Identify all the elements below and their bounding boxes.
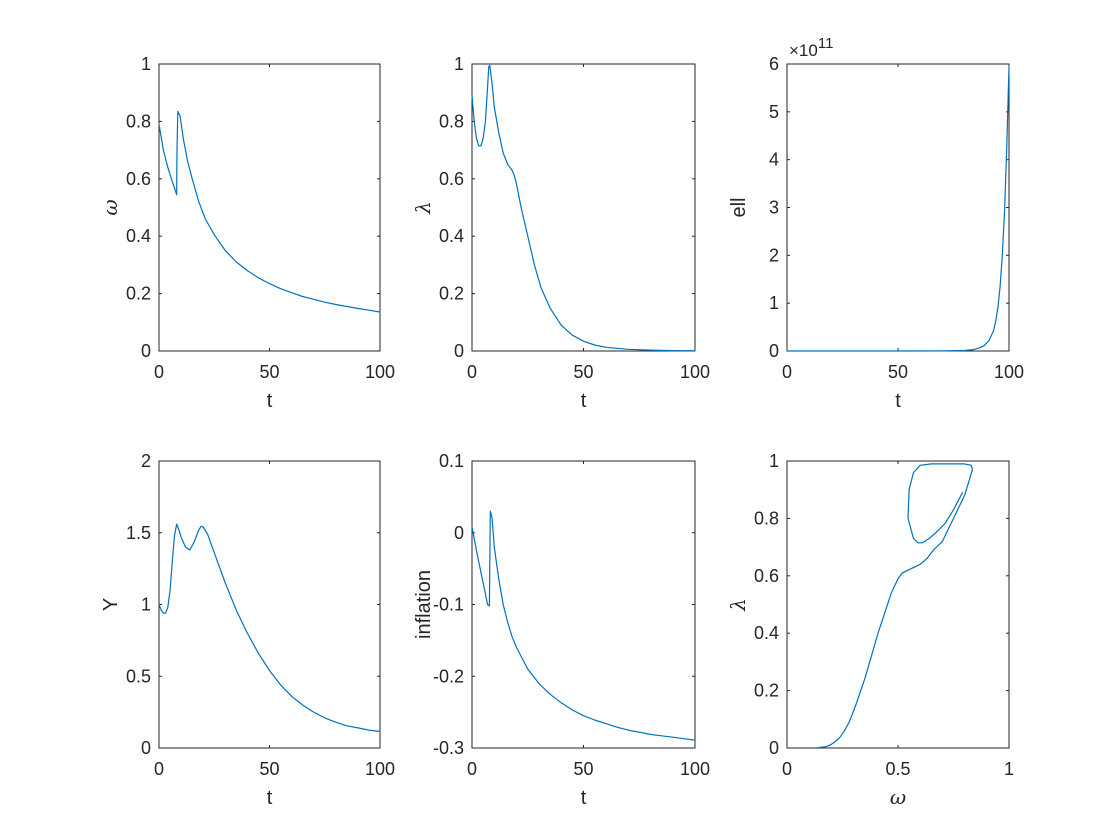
- x-axis-label: t: [581, 390, 587, 412]
- x-tick-label: 0: [467, 362, 477, 382]
- y-tick-label: 1.5: [126, 523, 151, 543]
- y-tick-label: 1: [141, 595, 151, 615]
- y-tick-label: 0: [454, 341, 464, 361]
- y-tick-label: 3: [769, 198, 779, 218]
- y-axis-label: λ: [411, 201, 435, 215]
- y-tick-label: 0.4: [439, 226, 464, 246]
- y-tick-label: 0.6: [126, 169, 151, 189]
- x-tick-label: 0.5: [885, 759, 910, 779]
- x-tick-label: 100: [365, 362, 395, 382]
- axis-exponent-label: ×1011: [789, 35, 833, 60]
- y-tick-label: -0.3: [433, 738, 464, 758]
- series-line: [786, 65, 1010, 352]
- panel-omega-vs-t: 0 50 100 0 0.2 0.4 0.6 0.8 1 t ω: [98, 54, 395, 412]
- x-tick-label: 50: [888, 362, 908, 382]
- x-tick-label: 100: [365, 759, 395, 779]
- x-axis-label: ω: [890, 785, 906, 809]
- y-tick-label: 1: [454, 54, 464, 74]
- x-tick-label: 50: [259, 759, 279, 779]
- y-axis-label: Y: [100, 598, 122, 611]
- x-tick-label: 0: [467, 759, 477, 779]
- y-tick-label: 0.4: [754, 623, 779, 643]
- series-line: [158, 523, 381, 733]
- y-tick-label: 5: [769, 102, 779, 122]
- y-tick-label: 1: [769, 293, 779, 313]
- y-tick-label: 0.6: [754, 566, 779, 586]
- axis-exponent-base: ×10: [789, 41, 818, 60]
- x-tick-label: 1: [1004, 759, 1014, 779]
- x-axis-label: t: [581, 787, 587, 809]
- y-tick-label: 0: [769, 341, 779, 361]
- y-tick-label: 0.6: [439, 169, 464, 189]
- y-tick-label: 6: [769, 54, 779, 74]
- y-tick-label: 0.8: [439, 111, 464, 131]
- y-tick-label: 0.8: [754, 508, 779, 528]
- series-line: [471, 510, 696, 741]
- x-tick-label: 50: [573, 362, 593, 382]
- panel-y-vs-t: 0 50 100 0 0.5 1 1.5 2 t Y: [100, 451, 395, 809]
- y-tick-label: 0.8: [126, 111, 151, 131]
- panel-lambda-vs-omega: 0 0.5 1 0 0.2 0.4 0.6 0.8 1 ω λ: [726, 451, 1014, 809]
- y-axis-label: λ: [726, 598, 750, 612]
- y-tick-label: 0: [141, 738, 151, 758]
- y-axis-label: inflation: [413, 570, 435, 639]
- y-tick-label: 0.5: [126, 666, 151, 686]
- axis-exponent-power: 11: [818, 35, 834, 52]
- y-tick-label: 0: [454, 523, 464, 543]
- x-tick-label: 0: [154, 759, 164, 779]
- panel-ell-vs-t: 0 50 100 0 1 2 3 4 5 6 ×1011 t ell: [728, 35, 1024, 412]
- y-tick-label: 2: [769, 245, 779, 265]
- panel-inflation-vs-t: 0 50 100 -0.3 -0.2 -0.1 0 0.1 t inflation: [413, 451, 710, 809]
- x-tick-label: 100: [680, 759, 710, 779]
- panel-lambda-vs-t: 0 50 100 0 0.2 0.4 0.6 0.8 1 t λ: [411, 54, 710, 412]
- x-tick-label: 0: [154, 362, 164, 382]
- y-axis-label: ell: [728, 197, 750, 217]
- series-line: [471, 64, 696, 352]
- x-axis-label: t: [267, 390, 273, 412]
- y-tick-label: 0.2: [439, 284, 464, 304]
- y-tick-label: 0: [769, 738, 779, 758]
- y-tick-label: 1: [769, 451, 779, 471]
- y-tick-label: -0.2: [433, 666, 464, 686]
- x-tick-label: 100: [680, 362, 710, 382]
- x-tick-label: 50: [259, 362, 279, 382]
- y-tick-label: 0.4: [126, 226, 151, 246]
- y-tick-label: 4: [769, 150, 779, 170]
- y-tick-label: 0.1: [439, 451, 464, 471]
- y-tick-label: -0.1: [433, 595, 464, 615]
- y-tick-label: 0: [141, 341, 151, 361]
- y-tick-label: 0.2: [754, 681, 779, 701]
- series-line: [816, 463, 973, 749]
- y-tick-label: 0.2: [126, 284, 151, 304]
- x-axis-label: t: [895, 390, 901, 412]
- x-tick-label: 0: [782, 759, 792, 779]
- x-tick-label: 50: [573, 759, 593, 779]
- series-line: [158, 110, 381, 313]
- y-tick-label: 2: [141, 451, 151, 471]
- y-axis-label: ω: [98, 199, 122, 215]
- y-tick-label: 1: [141, 54, 151, 74]
- x-tick-label: 0: [782, 362, 792, 382]
- x-tick-label: 100: [994, 362, 1024, 382]
- x-axis-label: t: [267, 787, 273, 809]
